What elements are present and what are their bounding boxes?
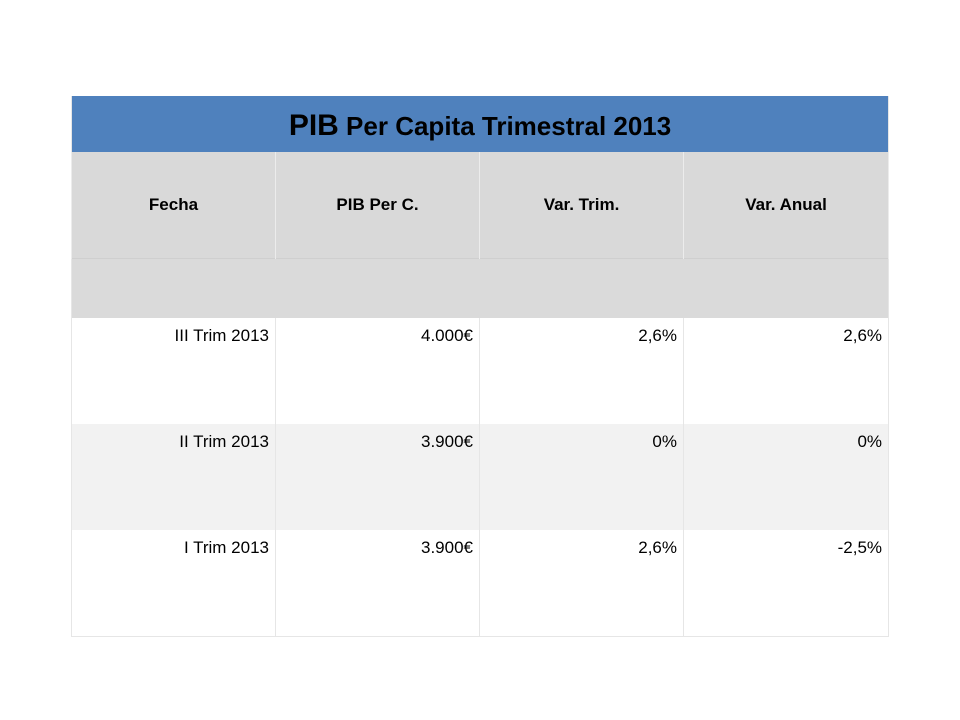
cell-pib: 4.000€ (275, 318, 480, 424)
table-title-rest: Per Capita Trimestral 2013 (338, 111, 672, 141)
title-row: PIB Per Capita Trimestral 2013 (71, 96, 889, 152)
cell-var-trim: 2,6% (479, 530, 684, 637)
cell-var-anual: 2,6% (682, 318, 890, 424)
gdp-table: PIB Per Capita Trimestral 2013 Fecha PIB… (71, 96, 890, 637)
table-title-prefix: PIB (288, 109, 339, 142)
cell-fecha: I Trim 2013 (71, 530, 276, 637)
header-var-trim: Var. Trim. (479, 152, 684, 258)
cell-var-anual: -2,5% (682, 530, 890, 637)
table-row: III Trim 2013 4.000€ 2,6% 2,6% (71, 318, 890, 424)
table-row: I Trim 2013 3.900€ 2,6% -2,5% (71, 530, 890, 637)
cell-pib: 3.900€ (275, 530, 480, 637)
blank-row (71, 257, 889, 318)
cell-var-anual: 0% (682, 424, 890, 530)
table-title: PIB Per Capita Trimestral 2013 (71, 96, 889, 152)
cell-fecha: III Trim 2013 (71, 318, 276, 424)
blank-cell (71, 257, 889, 318)
cell-var-trim: 0% (479, 424, 684, 530)
header-fecha: Fecha (71, 152, 276, 258)
gdp-table-container: PIB Per Capita Trimestral 2013 Fecha PIB… (71, 96, 890, 637)
cell-fecha: II Trim 2013 (71, 424, 276, 530)
header-pib-per-c: PIB Per C. (275, 152, 480, 258)
cell-pib: 3.900€ (275, 424, 480, 530)
header-var-anual: Var. Anual (682, 152, 890, 258)
cell-var-trim: 2,6% (479, 318, 684, 424)
table-row: II Trim 2013 3.900€ 0% 0% (71, 424, 890, 530)
header-row: Fecha PIB Per C. Var. Trim. Var. Anual (71, 152, 890, 258)
